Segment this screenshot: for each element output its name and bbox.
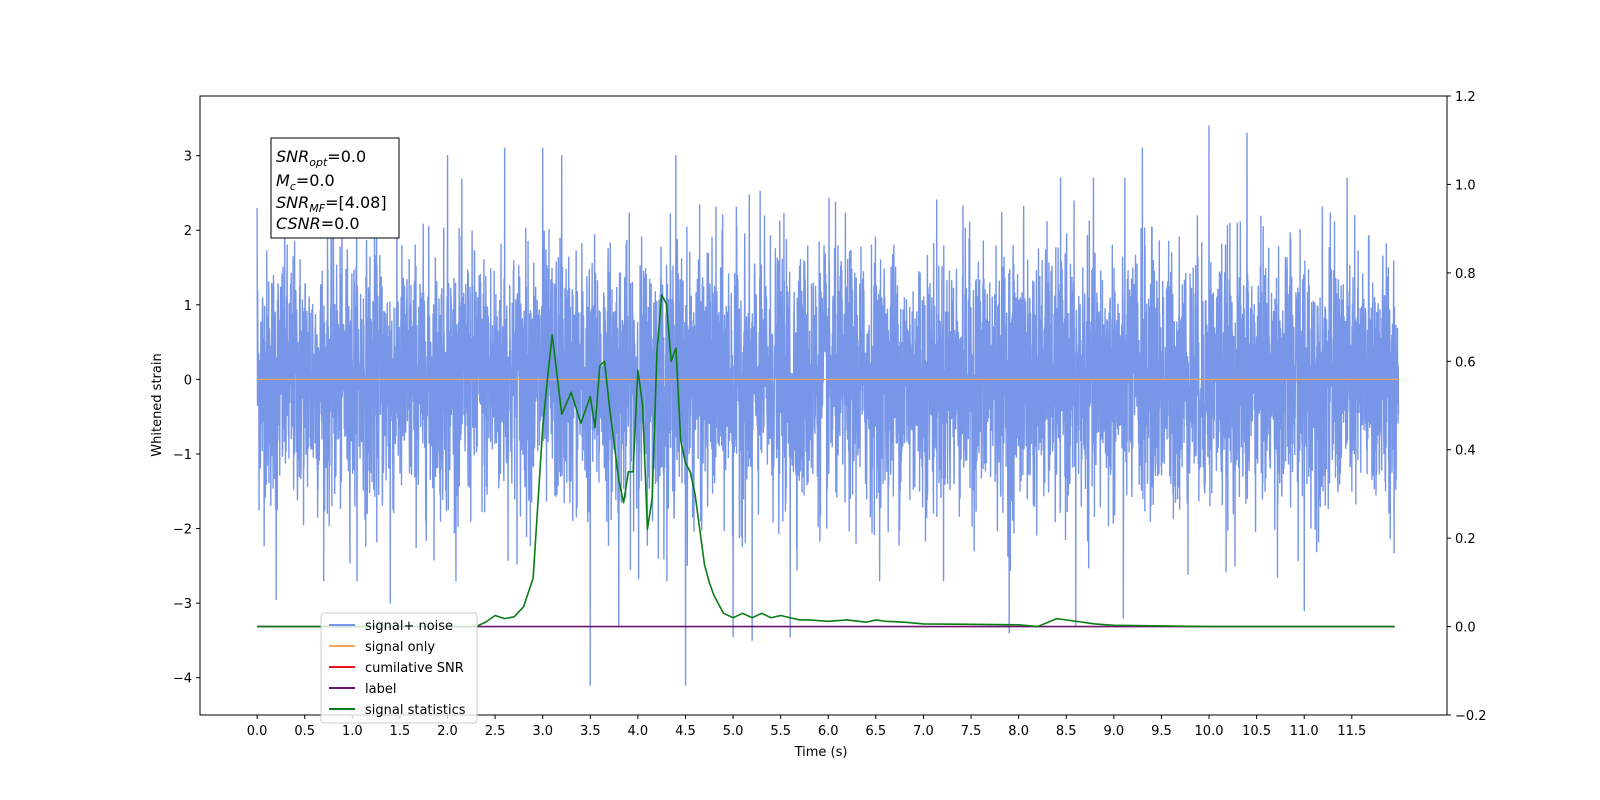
info-csnr-symbol: CSNR: [276, 214, 321, 233]
axes-frame: [199, 95, 1448, 716]
x-tick-label: 10.5: [1242, 724, 1271, 739]
legend-label-signal-statistics: signal statistics: [365, 703, 466, 718]
x-tick-label: 10.0: [1195, 724, 1224, 739]
x-tick-label: 5.5: [770, 724, 791, 739]
info-snr-mf-subscript: MF: [309, 202, 325, 215]
x-tick-label: 9.5: [1151, 724, 1172, 739]
x-tick-label: 7.5: [961, 724, 982, 739]
x-tick-label: 3.5: [580, 724, 601, 739]
info-snr-opt-symbol: SNR: [276, 147, 309, 166]
x-tick-label: 8.5: [1056, 724, 1077, 739]
y2-tick-label: −0.2: [1455, 709, 1487, 724]
x-axis-label: Time (s): [794, 745, 848, 760]
y2-tick-label: 1.0: [1455, 178, 1476, 193]
x-tick-label: 7.0: [913, 724, 934, 739]
info-snr-opt-value: =0.0: [327, 147, 366, 166]
x-tick-label: 1.0: [342, 724, 363, 739]
legend-label-label: label: [365, 682, 396, 697]
x-axis-ticks: 0.0 0.5 1.0 1.5 2.0 2.5 3.0 3.5 4.0 4.5 5.0 5.5 6.0 6…: [247, 715, 1366, 739]
x-tick-label: 0.0: [247, 724, 268, 739]
y2-tick-label: 0.6: [1455, 355, 1476, 370]
y-axis-ticks: 3 2 1 0 −1 −2 −3 −4: [173, 150, 200, 687]
x-tick-label: 6.5: [866, 724, 887, 739]
info-csnr-value: =0.0: [321, 214, 360, 233]
info-box-frame: [270, 137, 400, 239]
y-tick-label: 1: [184, 299, 192, 314]
info-mc: Mc=0.0: [276, 171, 335, 193]
legend-label-signal-noise: signal+ noise: [365, 619, 453, 634]
y-tick-label: −3: [173, 597, 192, 612]
noise-series-layer: [256, 125, 1400, 686]
y-axis-label: Whitened strain: [150, 353, 165, 456]
x-tick-label: 8.0: [1008, 724, 1029, 739]
legend-label-signal-only: signal only: [365, 640, 435, 655]
x-tick-label: 4.5: [675, 724, 696, 739]
y2-tick-label: 0.4: [1455, 444, 1476, 459]
legend-frame: [320, 612, 478, 724]
x-tick-label: 9.0: [1103, 724, 1124, 739]
y2-tick-label: 0.0: [1455, 621, 1476, 636]
info-mc-subscript: c: [290, 180, 296, 193]
x-tick-label: 4.0: [628, 724, 649, 739]
x-tick-label: 0.5: [294, 724, 315, 739]
info-snr-opt-subscript: opt: [309, 156, 328, 169]
info-snr-mf-symbol: SNR: [276, 193, 309, 212]
legend: signal+ noise signal only cumilative SNR…: [320, 612, 478, 724]
y2-tick-label: 0.2: [1455, 532, 1476, 547]
y-tick-label: −1: [173, 448, 192, 463]
x-tick-label: 1.5: [390, 724, 411, 739]
x-tick-label: 3.0: [532, 724, 553, 739]
y-tick-label: −2: [173, 523, 192, 538]
x-tick-label: 11.5: [1337, 724, 1366, 739]
y2-tick-label: 1.2: [1455, 90, 1476, 105]
info-mc-value: =0.0: [296, 171, 335, 190]
info-mc-symbol: M: [276, 171, 290, 190]
y-tick-label: 2: [184, 224, 192, 239]
y2-tick-label: 0.8: [1455, 267, 1476, 282]
info-snr-mf: SNRMF=[4.08]: [276, 193, 387, 215]
info-csnr: CSNR=0.0: [276, 214, 360, 233]
y2-axis-ticks: 1.2 1.0 0.8 0.6 0.4 0.2 0.0 −0.2: [1447, 90, 1487, 724]
series-signal-statistics-line: [257, 294, 1395, 628]
series-signal-noise-line: [256, 125, 1400, 686]
info-box: SNRopt=0.0 Mc=0.0 SNRMF=[4.08] CSNR=0.0: [270, 137, 400, 239]
y-tick-label: 3: [184, 150, 192, 165]
legend-label-cumulative-snr: cumilative SNR: [365, 661, 464, 676]
x-tick-label: 2.5: [485, 724, 506, 739]
info-snr-mf-value: =[4.08]: [325, 193, 387, 212]
x-tick-label: 5.0: [723, 724, 744, 739]
y-tick-label: 0: [184, 373, 192, 388]
x-tick-label: 2.0: [437, 724, 458, 739]
info-snr-opt: SNRopt=0.0: [276, 147, 366, 169]
y-tick-label: −4: [173, 672, 192, 687]
x-tick-label: 11.0: [1290, 724, 1319, 739]
x-tick-label: 6.0: [818, 724, 839, 739]
